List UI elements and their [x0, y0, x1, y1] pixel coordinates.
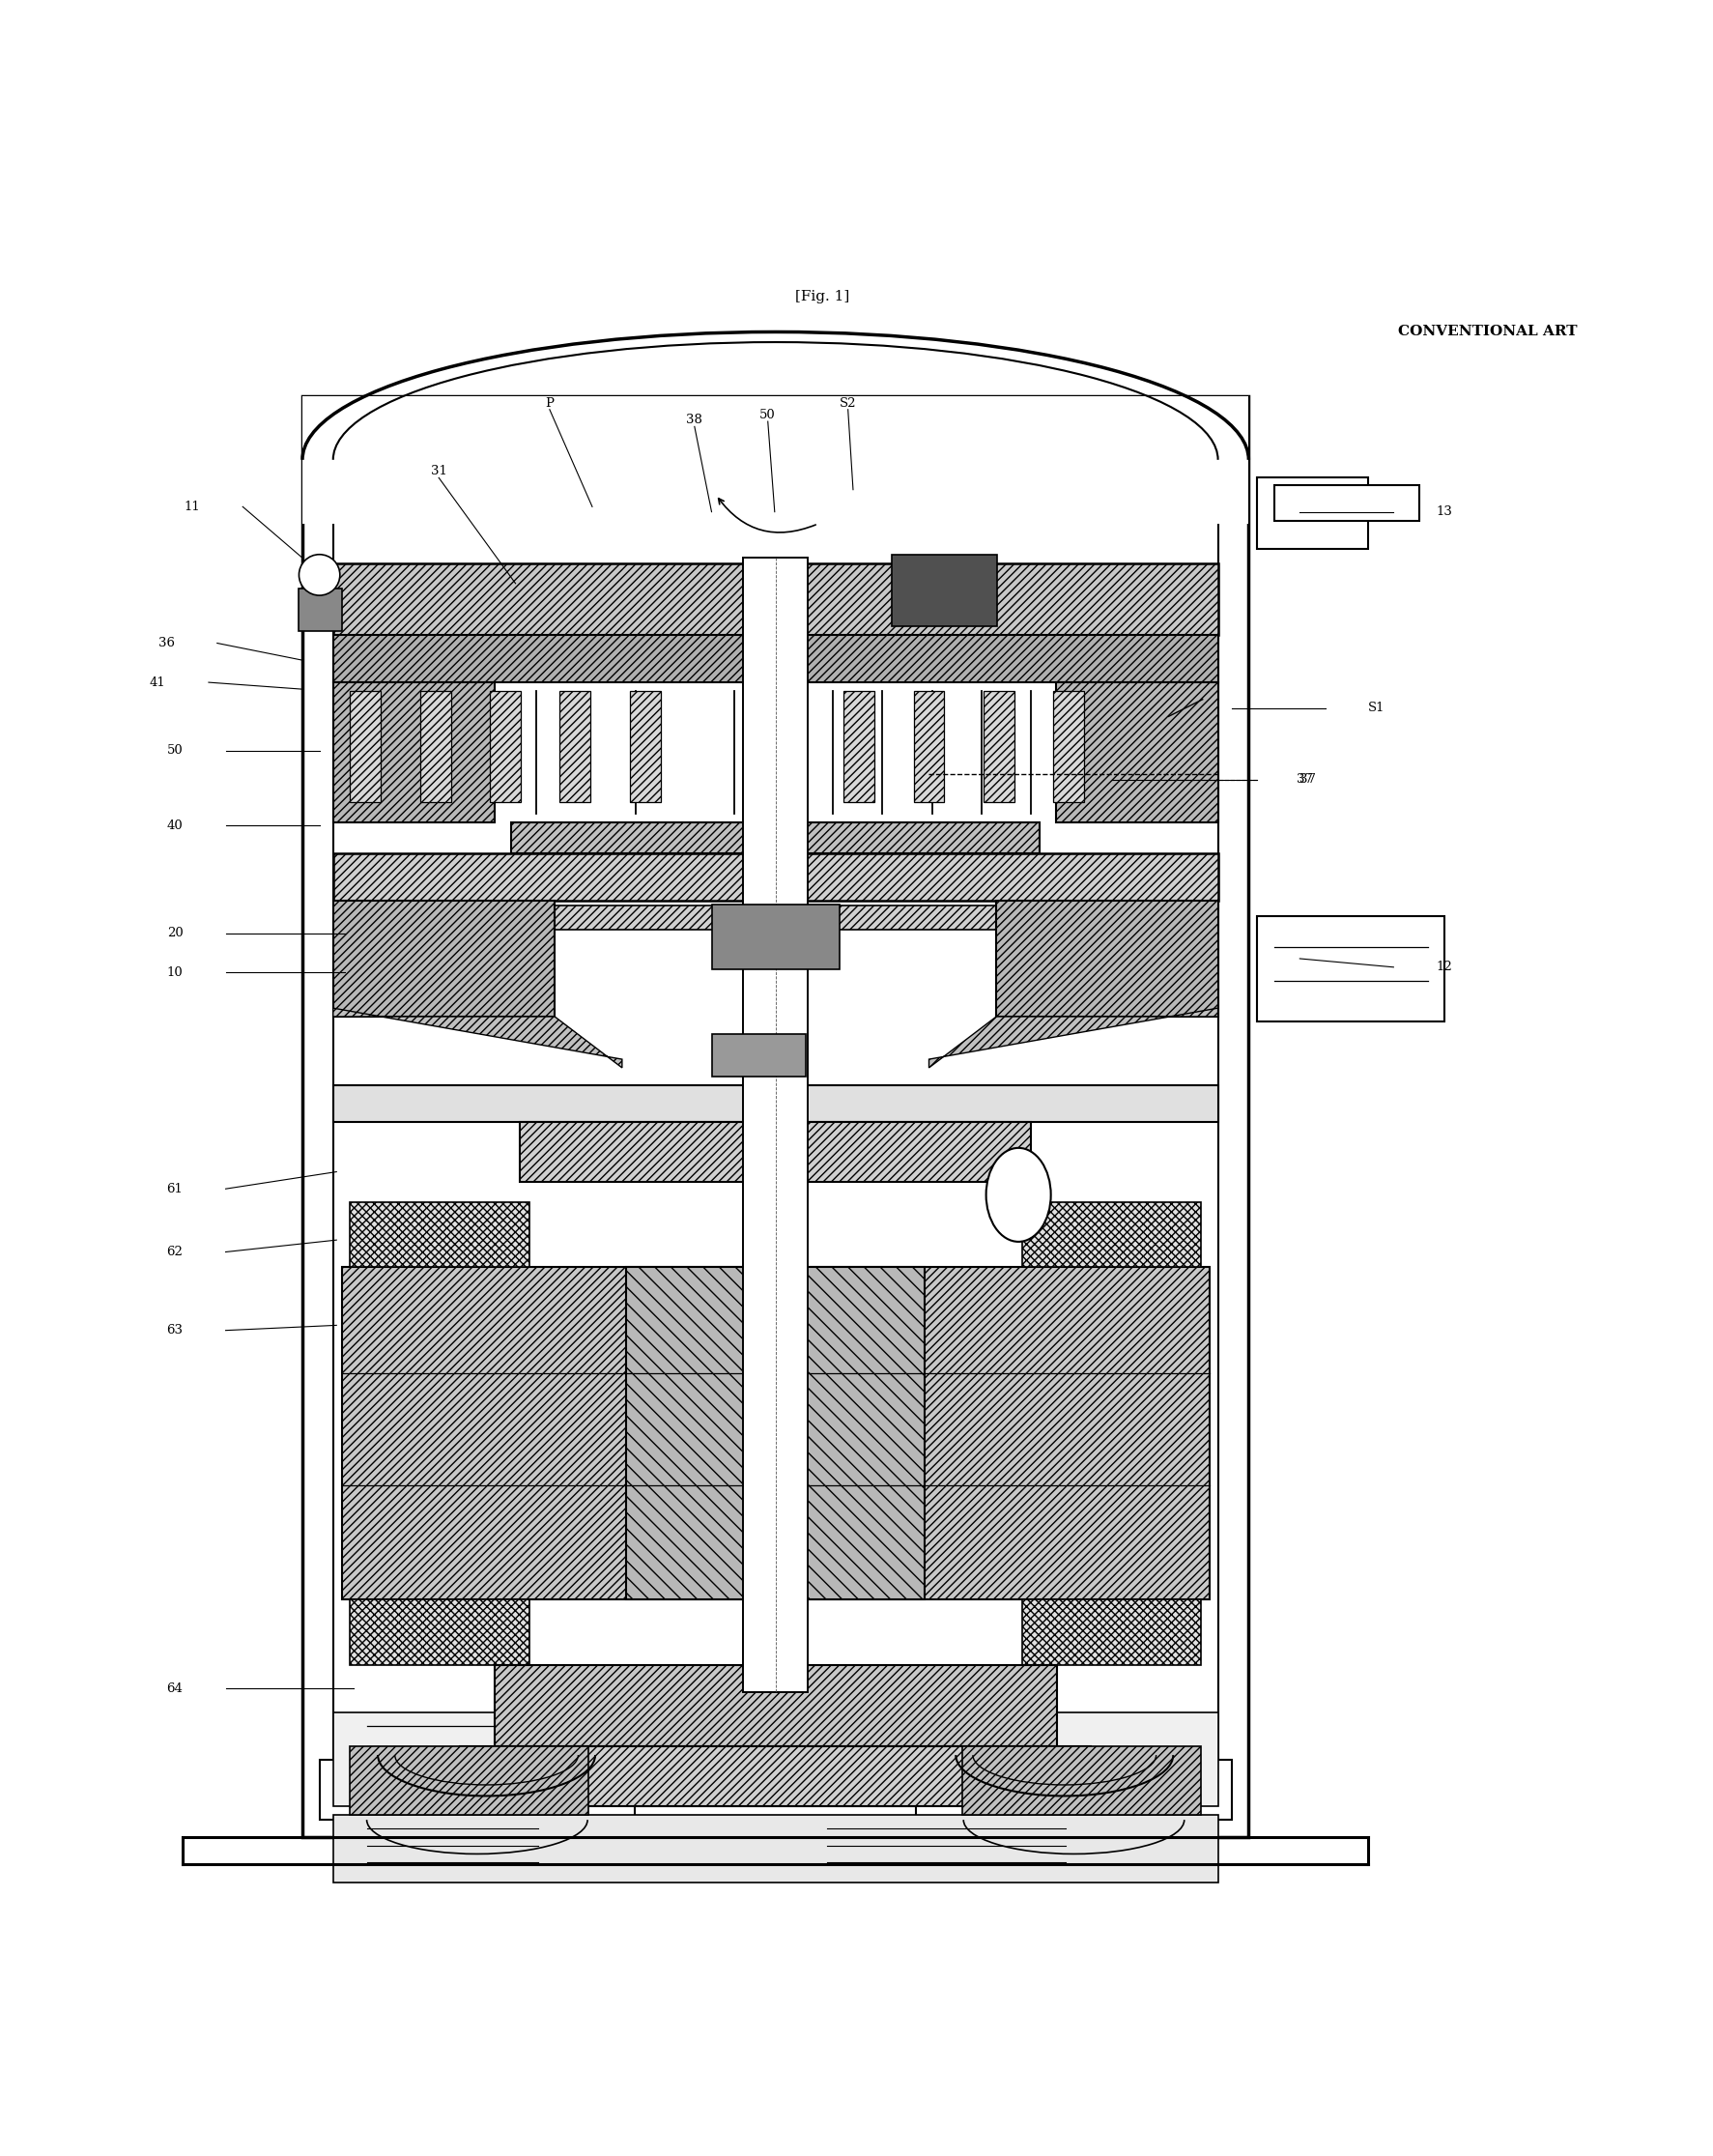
Text: 37: 37 — [1297, 774, 1312, 785]
Bar — [332, 1712, 1218, 1807]
Bar — [303, 397, 1249, 524]
Bar — [997, 901, 1218, 1018]
Bar — [510, 821, 1040, 854]
Bar — [332, 1815, 1218, 1882]
Bar — [341, 1268, 1209, 1600]
Text: 20: 20 — [166, 927, 183, 940]
Bar — [711, 903, 839, 968]
Bar — [332, 854, 1218, 901]
Text: 64: 64 — [166, 1682, 183, 1695]
Bar — [983, 690, 1014, 802]
Text: 50: 50 — [761, 410, 776, 420]
Text: 40: 40 — [166, 819, 183, 832]
Text: 50: 50 — [166, 744, 183, 757]
Bar — [1023, 1600, 1201, 1664]
Bar — [1257, 479, 1369, 550]
Bar — [519, 1123, 1031, 1181]
Text: 12: 12 — [1435, 962, 1453, 975]
Bar — [916, 1759, 1232, 1820]
Text: S2: S2 — [839, 397, 856, 410]
Bar — [332, 563, 1218, 634]
Bar — [1274, 485, 1418, 522]
Bar — [332, 901, 555, 1018]
Text: 36: 36 — [158, 636, 175, 649]
Bar — [711, 1033, 805, 1076]
Bar — [319, 1759, 636, 1820]
Bar — [332, 412, 1218, 1807]
Text: CONVENTIONAL ART: CONVENTIONAL ART — [1398, 323, 1578, 338]
Bar — [332, 681, 495, 821]
Bar — [332, 1084, 1218, 1123]
Bar — [743, 558, 809, 1692]
Ellipse shape — [987, 1147, 1050, 1242]
Text: 10: 10 — [166, 966, 183, 979]
Text: 11: 11 — [183, 500, 200, 513]
Bar — [300, 589, 341, 632]
Bar — [1053, 690, 1084, 802]
Bar — [332, 906, 1218, 929]
Bar — [630, 690, 661, 802]
Text: [Fig. 1]: [Fig. 1] — [795, 291, 850, 304]
Bar — [913, 690, 944, 802]
Bar — [349, 1600, 529, 1664]
Bar — [493, 1664, 1057, 1746]
Text: 13: 13 — [1435, 505, 1453, 517]
Text: 31: 31 — [430, 466, 447, 479]
Text: 37: 37 — [1300, 774, 1316, 785]
Text: 38: 38 — [687, 414, 702, 427]
Text: 62: 62 — [166, 1246, 183, 1259]
Bar — [1023, 1203, 1201, 1268]
Bar — [1055, 681, 1218, 821]
Text: P: P — [545, 397, 553, 410]
Bar — [1257, 916, 1444, 1022]
Bar — [627, 1268, 925, 1600]
Text: 41: 41 — [149, 677, 166, 688]
Bar — [891, 554, 997, 625]
Text: 61: 61 — [166, 1181, 183, 1194]
Bar — [560, 690, 591, 802]
Bar — [332, 634, 1218, 681]
Bar — [349, 1203, 529, 1268]
Polygon shape — [928, 1009, 1218, 1067]
Bar — [845, 690, 874, 802]
Bar — [420, 690, 451, 802]
Bar — [349, 690, 380, 802]
Bar — [303, 397, 1249, 1837]
Bar — [349, 1746, 589, 1815]
Bar — [490, 690, 521, 802]
Bar — [461, 1746, 1091, 1807]
Text: 63: 63 — [166, 1324, 183, 1337]
Bar — [963, 1746, 1201, 1815]
Circle shape — [300, 554, 339, 595]
Text: S1: S1 — [1369, 701, 1384, 714]
Polygon shape — [332, 1009, 622, 1067]
